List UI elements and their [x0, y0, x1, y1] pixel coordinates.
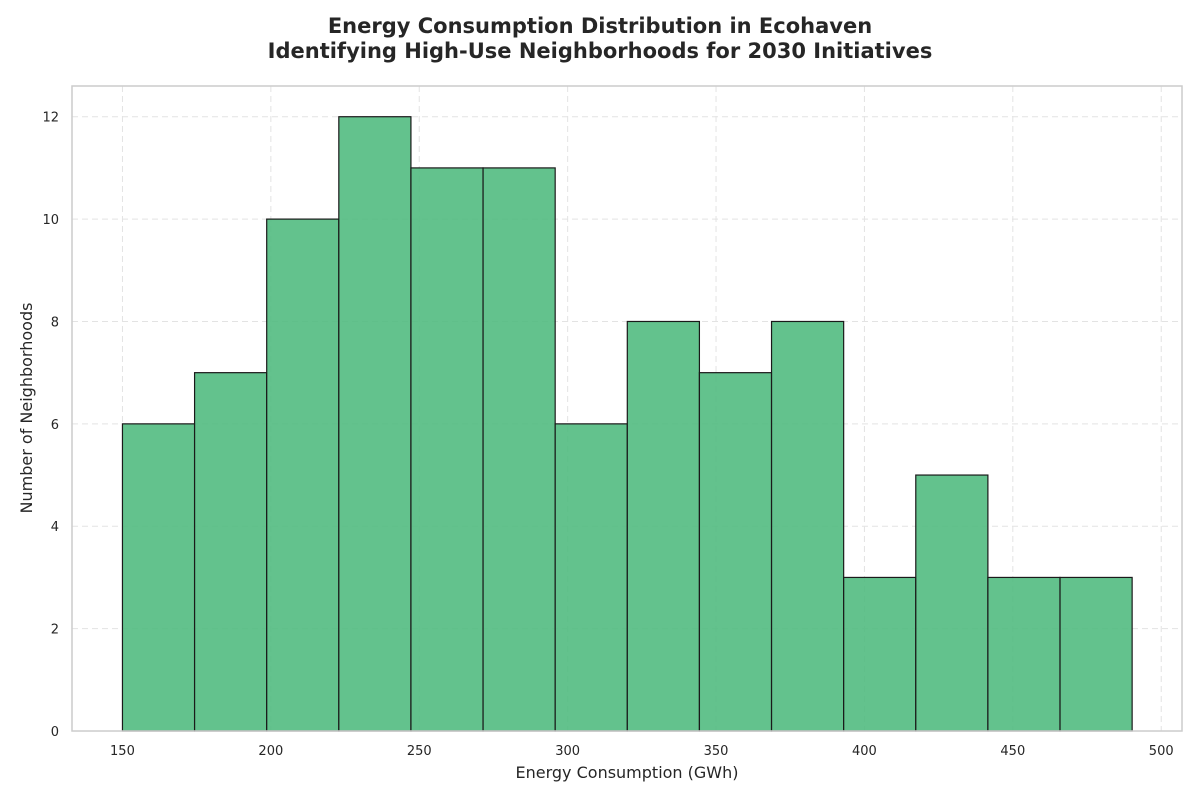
chart-title: Energy Consumption Distribution in Ecoha… [0, 14, 1200, 64]
y-tick-label-0: 0 [51, 725, 59, 740]
x-tick-labels: 150 200 250 300 350 400 450 500 [110, 744, 1174, 759]
histogram-bar-0 [121, 423, 196, 732]
histogram-bar-12 [987, 576, 1061, 732]
y-tick-label-1: 2 [51, 623, 59, 638]
x-tick-label-3: 300 [555, 744, 580, 759]
x-tick-label-0: 150 [110, 744, 135, 759]
y-tick-label-6: 12 [42, 111, 59, 126]
x-tick-label-4: 350 [704, 744, 729, 759]
x-tick-label-5: 400 [852, 744, 877, 759]
y-tick-label-2: 4 [51, 520, 59, 535]
histogram-bar-7 [626, 320, 701, 732]
chart-title-line-1: Energy Consumption Distribution in Ecoha… [327, 14, 873, 38]
x-axis-label: Energy Consumption (GWh) [516, 763, 739, 782]
histogram-bar-3 [338, 116, 412, 732]
y-tick-label-4: 8 [51, 315, 59, 330]
plot-frame [71, 85, 1183, 732]
x-tick-label-7: 500 [1149, 744, 1174, 759]
y-axis-label: Number of Neighborhoods [17, 303, 36, 514]
histogram-bar-4 [410, 167, 484, 732]
histogram-bar-6 [554, 423, 628, 732]
histogram-bar-9 [770, 320, 845, 732]
histogram-bar-11 [915, 474, 989, 732]
histogram-bar-8 [698, 372, 773, 732]
chart-title-line-2: Identifying High-Use Neighborhoods for 2… [267, 39, 933, 63]
histogram-bar-1 [193, 372, 268, 732]
y-tick-label-5: 10 [42, 213, 59, 228]
y-tick-label-3: 6 [51, 418, 59, 433]
histogram-bar-13 [1059, 576, 1133, 732]
histogram-bars [121, 116, 1133, 732]
y-tick-labels: 0 2 4 6 8 10 12 [42, 111, 59, 740]
x-tick-label-6: 450 [1000, 744, 1025, 759]
histogram-bar-2 [266, 218, 340, 732]
histogram-bar-5 [482, 167, 556, 732]
x-tick-label-2: 250 [407, 744, 432, 759]
x-tick-label-1: 200 [258, 744, 283, 759]
histogram-bar-10 [843, 576, 917, 732]
